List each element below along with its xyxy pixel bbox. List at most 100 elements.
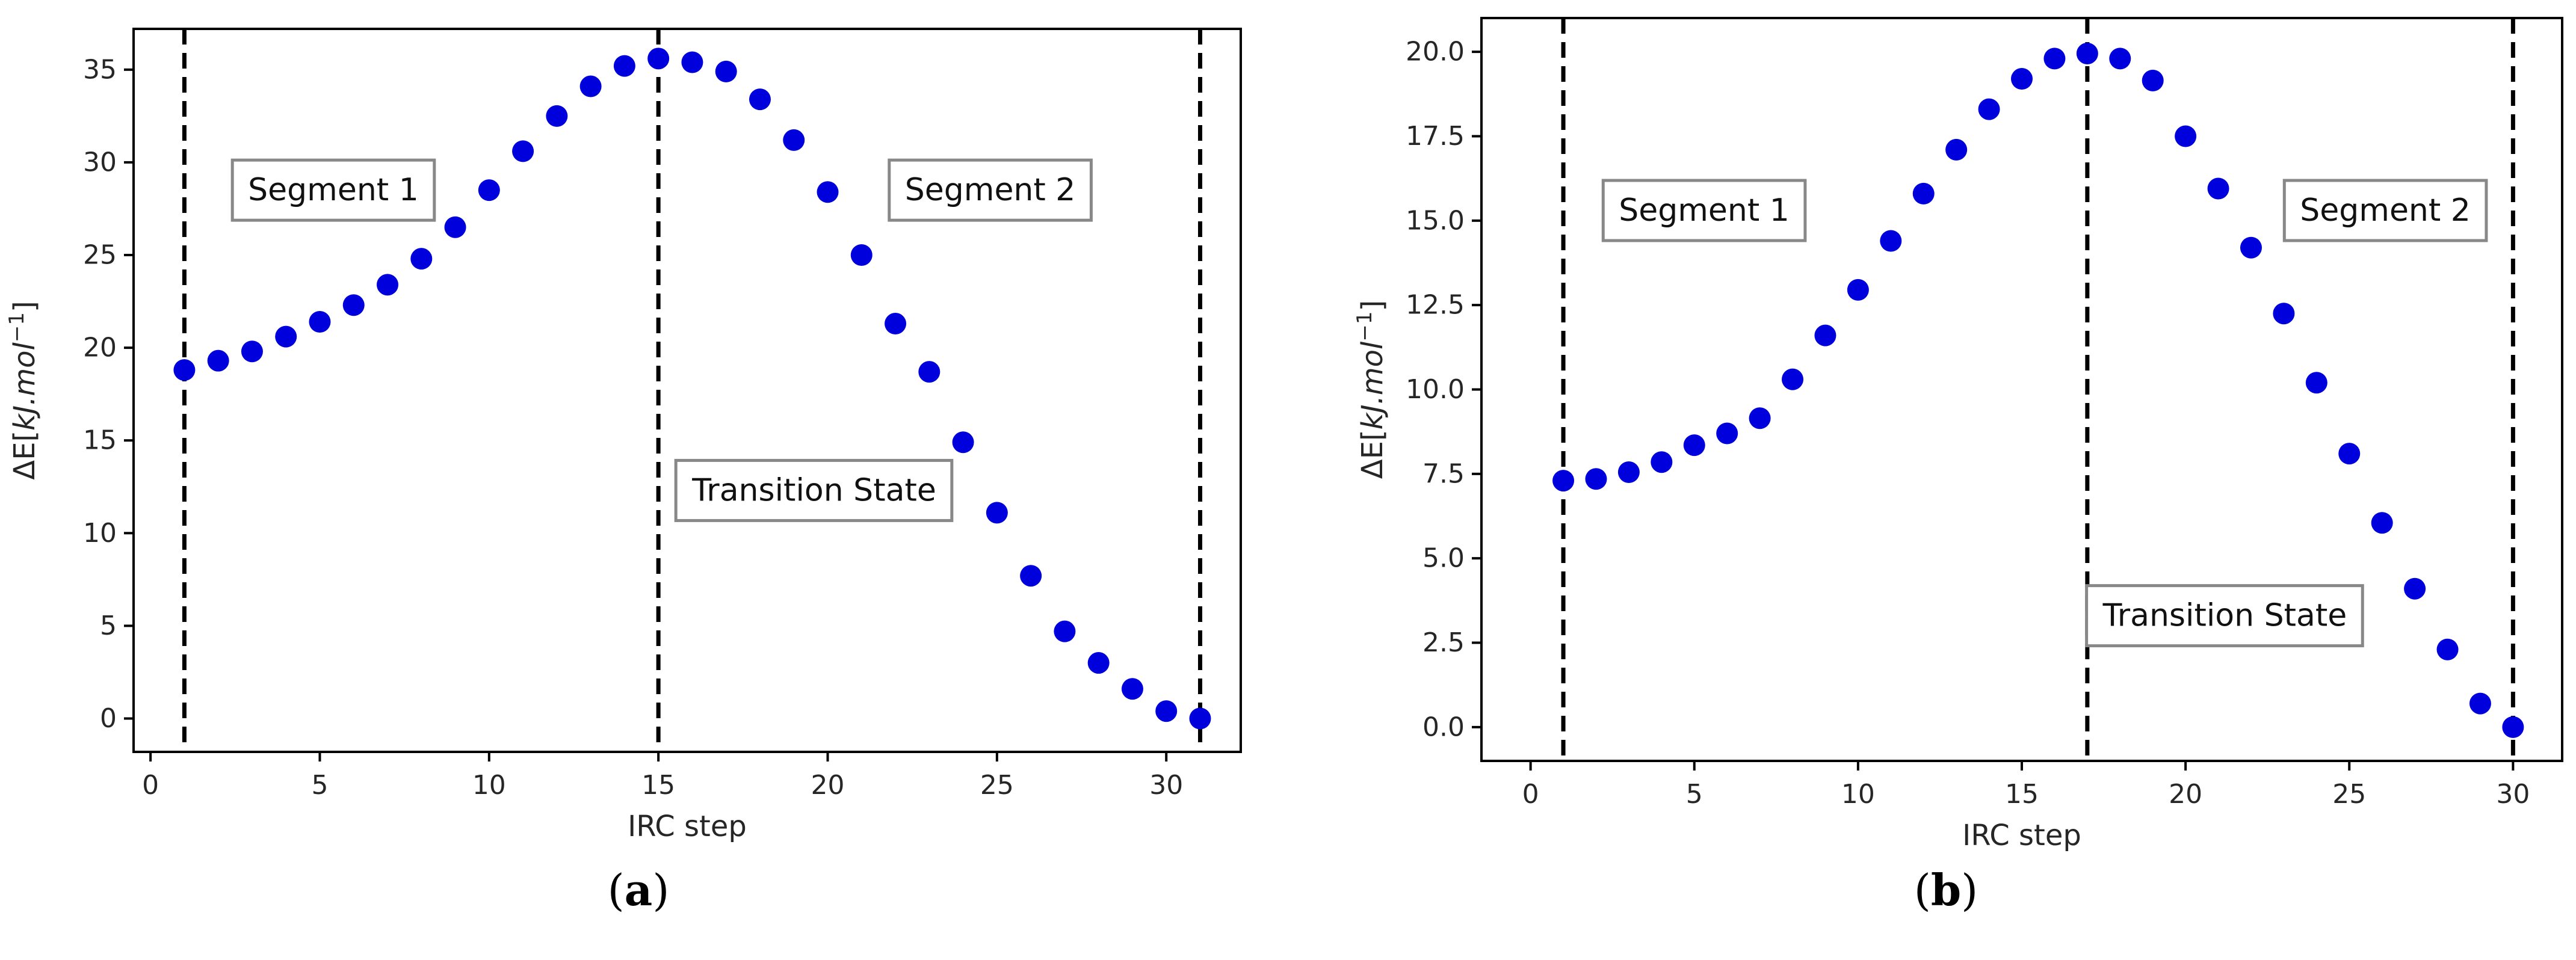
annotation-box: Transition State: [674, 458, 954, 522]
data-point: [2404, 577, 2426, 600]
data-point: [444, 216, 466, 238]
annotation-box: Segment 1: [1601, 179, 1807, 242]
data-point: [1782, 368, 1804, 390]
x-tick-label: 0: [1522, 779, 1539, 810]
annotation-frame: [888, 158, 1093, 222]
y-tick-label: 30: [83, 147, 117, 177]
data-point: [1749, 407, 1771, 429]
data-point: [546, 105, 568, 127]
data-point: [613, 55, 635, 77]
data-point: [478, 179, 500, 202]
y-tick-label: 17.5: [1406, 121, 1465, 152]
data-point: [309, 310, 331, 333]
data-point: [783, 129, 805, 151]
y-tick-label: 20: [83, 333, 117, 363]
data-point: [1054, 620, 1076, 642]
panel-caption: (b): [1914, 864, 1978, 915]
data-point: [512, 140, 534, 162]
data-point: [410, 248, 433, 270]
data-point: [275, 325, 297, 348]
data-point: [1585, 468, 1607, 490]
y-tick-label: 5: [100, 611, 117, 641]
data-point: [2175, 125, 2197, 147]
data-point: [681, 51, 703, 73]
data-point: [1880, 230, 1902, 252]
data-point: [2502, 716, 2524, 738]
data-point: [2371, 512, 2393, 534]
data-point: [1978, 98, 2000, 120]
y-tick-label: 7.5: [1422, 458, 1465, 489]
data-point: [173, 359, 196, 381]
x-tick-label: 5: [1686, 779, 1703, 810]
data-point: [2076, 42, 2098, 64]
data-point: [749, 88, 771, 111]
annotation-label: Segment 1: [248, 172, 419, 208]
x-tick-label: 25: [2332, 779, 2366, 810]
data-point: [2338, 443, 2361, 465]
annotation-frame: [2282, 179, 2488, 242]
y-tick-label: 20.0: [1406, 37, 1465, 67]
data-point: [918, 361, 941, 383]
annotation-label: Transition State: [2102, 598, 2347, 634]
y-axis-title-suffix: ]: [8, 301, 42, 312]
annotation-frame: [230, 158, 436, 222]
annotation-box: Segment 2: [2282, 179, 2488, 242]
y-tick-label: 25: [83, 240, 117, 271]
x-tick-label: 15: [641, 770, 675, 801]
annotation-label: Transition State: [691, 472, 936, 508]
x-tick-label: 25: [980, 770, 1014, 801]
annotation-frame: [2085, 584, 2364, 648]
x-tick-label: 20: [811, 770, 845, 801]
y-axis-title-prefix: ΔE[: [8, 431, 42, 480]
y-axis-title: ΔE[kJ.mol−1]: [1353, 300, 1389, 479]
data-point: [2142, 69, 2164, 91]
x-tick-label: 10: [472, 770, 506, 801]
data-point: [1189, 707, 1211, 730]
x-tick-label: 5: [311, 770, 328, 801]
chart-panel-a: Segment 1 Segment 2 Transition State 0 5 10 15…: [5, 28, 1242, 915]
data-point: [1617, 461, 1640, 484]
y-axis-title-exponent: −1: [5, 312, 29, 342]
annotation-box: Transition State: [2085, 584, 2364, 648]
y-tick-label: 0.0: [1422, 712, 1465, 742]
x-axis-title: IRC step: [1962, 819, 2081, 852]
data-point: [207, 349, 229, 372]
y-tick-label: 15.0: [1406, 205, 1465, 236]
y-tick-label: 15: [83, 425, 117, 456]
data-point: [1552, 470, 1575, 492]
data-point: [2109, 48, 2131, 70]
data-point: [1121, 678, 1143, 700]
annotation-frame: [1601, 179, 1807, 242]
data-point: [2011, 68, 2033, 90]
y-axis-title-unit: kJ.mol: [1356, 341, 1389, 429]
annotation-label: Segment 2: [905, 172, 1076, 208]
data-point: [2436, 638, 2459, 660]
data-point: [1945, 138, 1968, 161]
data-point: [241, 340, 263, 363]
annotation-box: Segment 1: [230, 158, 436, 222]
annotation-frame: [674, 458, 954, 522]
annotation-label: Segment 1: [1619, 192, 1790, 229]
data-point: [1814, 324, 1836, 346]
data-point: [986, 502, 1008, 524]
x-axis-title: IRC step: [628, 810, 747, 843]
x-tick-label: 30: [1149, 770, 1183, 801]
data-point: [952, 431, 974, 454]
y-tick-label: 5.0: [1422, 543, 1465, 574]
data-point: [715, 60, 737, 82]
data-point: [2273, 303, 2295, 325]
data-point: [342, 294, 365, 316]
data-point: [377, 274, 399, 296]
data-point: [1020, 565, 1042, 587]
annotation-box: Segment 2: [888, 158, 1093, 222]
y-tick-label: 2.5: [1422, 627, 1465, 658]
data-point: [2469, 692, 2491, 715]
data-point: [2305, 372, 2327, 394]
data-point: [1912, 182, 1935, 205]
data-point: [1155, 700, 1178, 722]
data-point: [885, 313, 907, 335]
y-axis-title-suffix: ]: [1356, 300, 1389, 312]
data-point: [579, 75, 602, 97]
data-point: [647, 48, 670, 70]
